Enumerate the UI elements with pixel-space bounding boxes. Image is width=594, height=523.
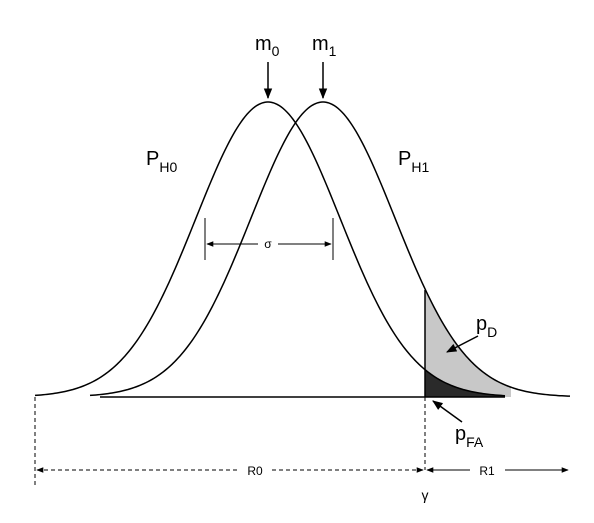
r1-label: R1 xyxy=(479,464,495,478)
m1-label: m1 xyxy=(312,33,337,59)
gamma-label: γ xyxy=(422,487,429,503)
ph0-label: PH0 xyxy=(146,148,177,175)
r0-label: R0 xyxy=(247,464,263,478)
ph1-label: PH1 xyxy=(398,148,429,175)
pd-region xyxy=(425,288,511,397)
pfa-arrow xyxy=(432,400,463,423)
h1-curve xyxy=(89,101,571,397)
pd-label: pD xyxy=(476,313,497,340)
pd-arrow xyxy=(446,335,479,353)
sigma-label: σ xyxy=(264,237,272,251)
m0-label: m0 xyxy=(255,33,280,59)
pfa-label: pFA xyxy=(455,423,484,450)
h0-curve xyxy=(34,101,506,397)
pfa-region xyxy=(425,369,505,397)
